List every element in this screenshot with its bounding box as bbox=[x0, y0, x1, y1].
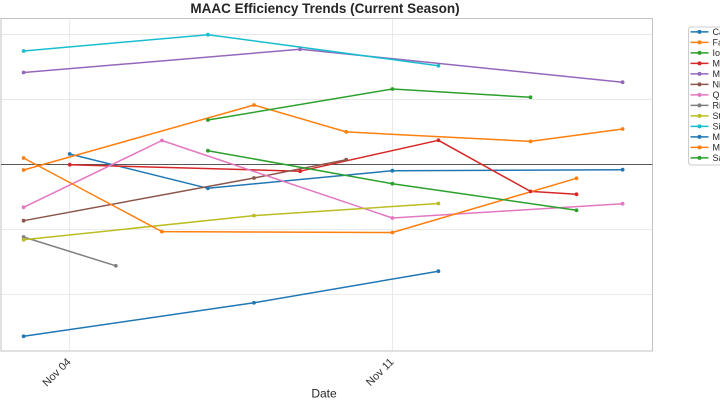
svg-text:Date: Date bbox=[311, 387, 337, 401]
svg-text:St. Peter's: St. Peter's bbox=[713, 111, 720, 121]
svg-text:Mt. St. Mary's: Mt. St. Mary's bbox=[713, 132, 720, 142]
svg-text:Quinnipiac: Quinnipiac bbox=[713, 90, 720, 100]
svg-text:Sacred Heart: Sacred Heart bbox=[713, 153, 720, 163]
svg-text:Marist: Marist bbox=[713, 69, 720, 79]
svg-text:Iona: Iona bbox=[713, 48, 720, 58]
svg-text:Niagara: Niagara bbox=[713, 80, 720, 90]
svg-text:MAAC Efficiency Trends (Curren: MAAC Efficiency Trends (Current Season) bbox=[190, 1, 459, 16]
svg-text:Manhattan: Manhattan bbox=[713, 59, 720, 69]
svg-text:Canisius: Canisius bbox=[713, 27, 720, 37]
svg-text:Merrimack: Merrimack bbox=[713, 143, 720, 153]
svg-text:Rider: Rider bbox=[713, 101, 720, 111]
svg-text:Fairfield: Fairfield bbox=[713, 38, 720, 48]
svg-text:Siena: Siena bbox=[713, 122, 720, 132]
